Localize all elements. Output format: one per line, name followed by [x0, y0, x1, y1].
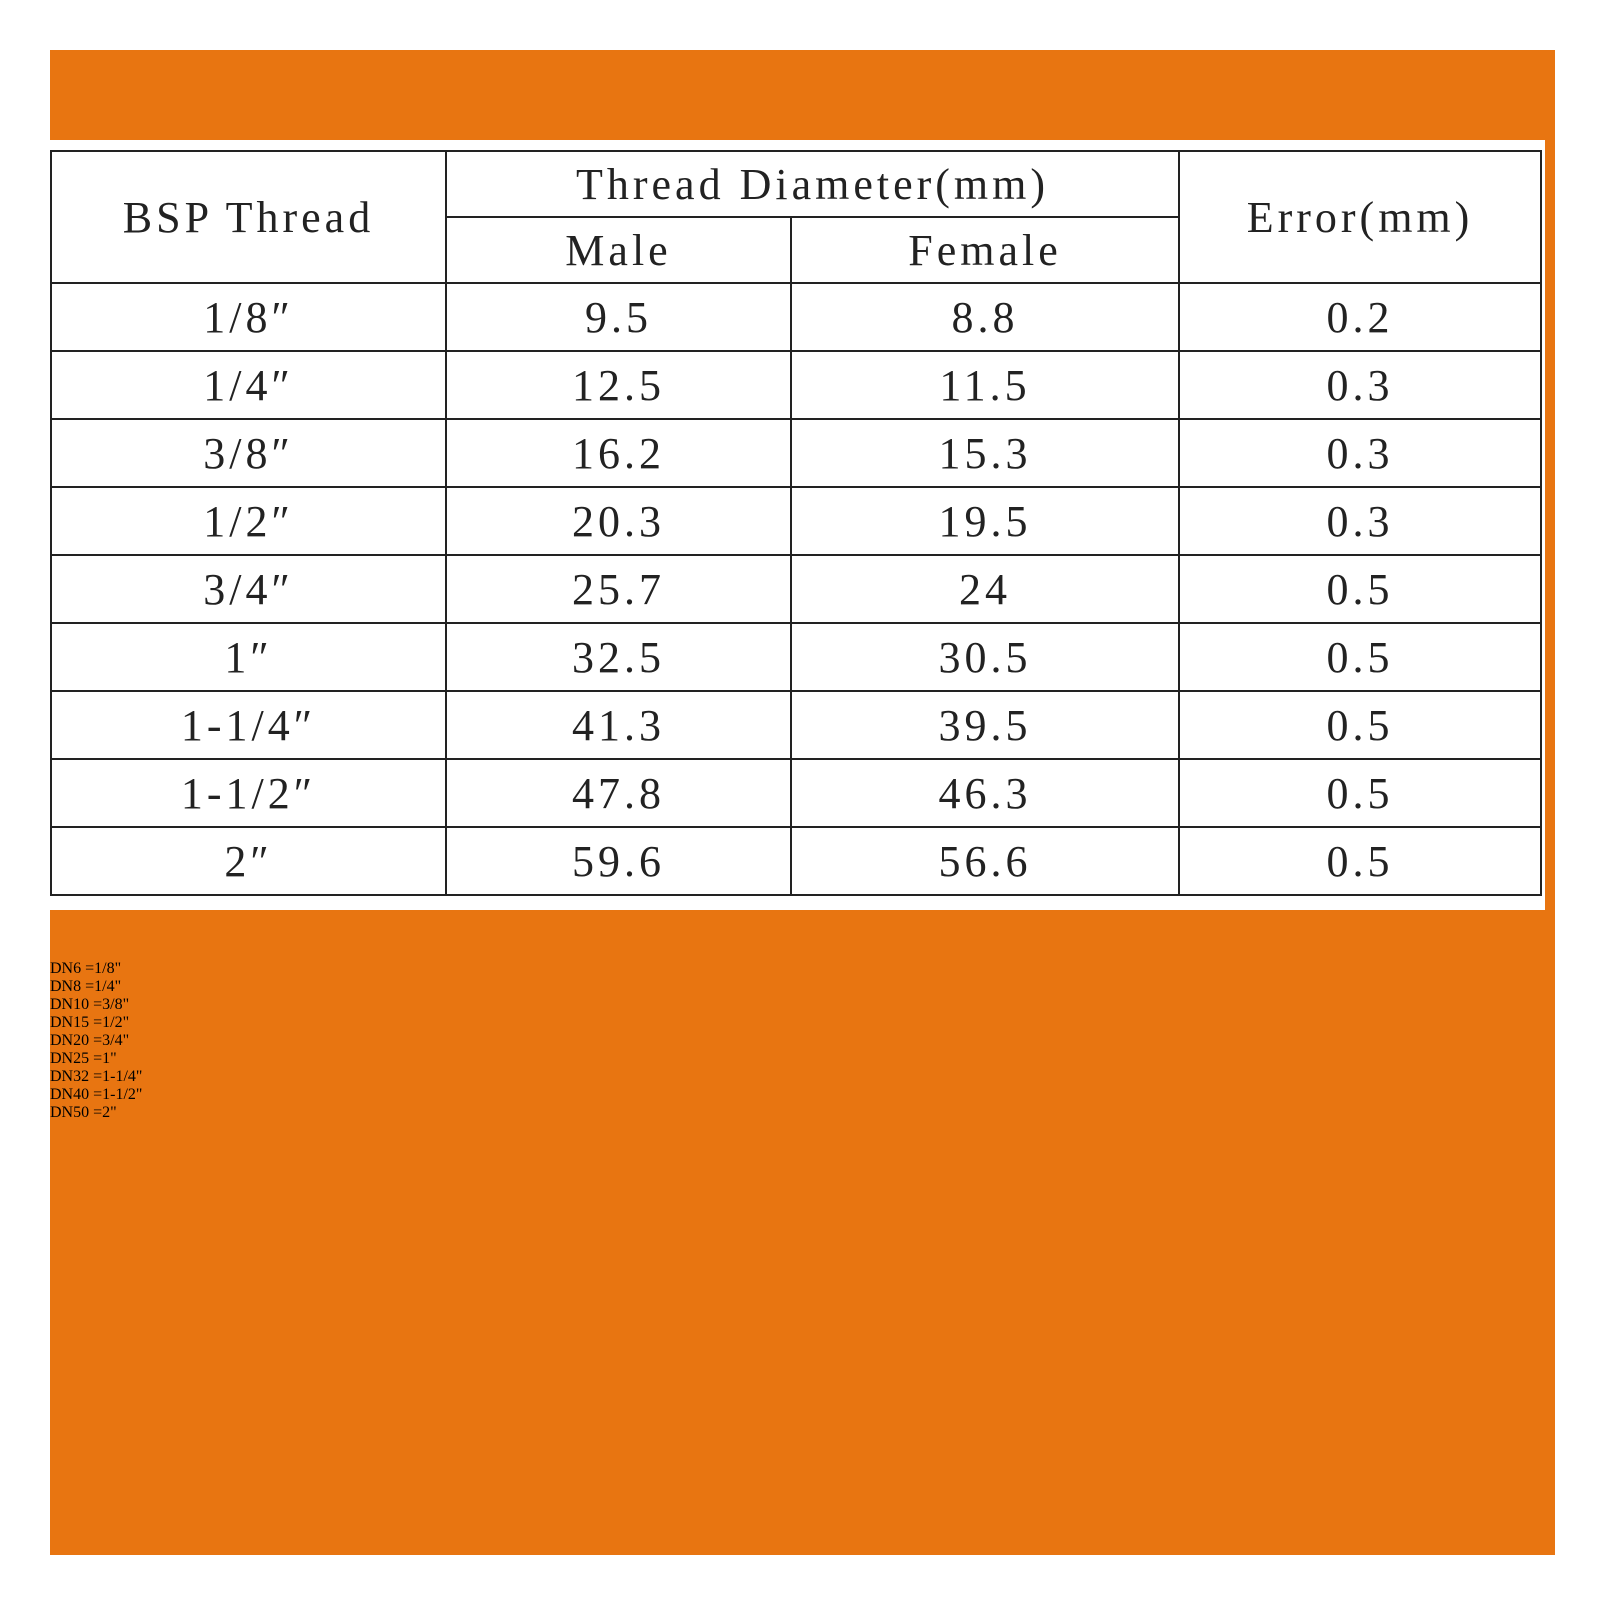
header-cell: Thread Diameter(mm): [445, 150, 1180, 218]
table-cell: 0.5: [1178, 826, 1542, 896]
table-cell: 11.5: [790, 350, 1180, 420]
table-cell: 1/8″: [50, 282, 447, 352]
table-cell: 1″: [50, 622, 447, 692]
table-row: 1-1/4″ 41.3 39.5 0.5: [50, 690, 1542, 760]
table-cell: 12.5: [445, 350, 792, 420]
table-cell: 0.5: [1178, 758, 1542, 828]
table-row: 1-1/2″ 47.8 46.3 0.5: [50, 758, 1542, 828]
table-row: 1/4″ 12.5 11.5 0.3: [50, 350, 1542, 420]
header-cell: Error(mm): [1178, 150, 1542, 284]
table-cell: 15.3: [790, 418, 1180, 488]
table-cell: 20.3: [445, 486, 792, 556]
table-cell: 56.6: [790, 826, 1180, 896]
table-body: 1/8″ 9.5 8.8 0.2 1/4″ 12.5 11.5 0.3 3/8″ 16.2 15.3…: [50, 282, 1542, 896]
dn-conversion: DN6 =1/8": [50, 960, 122, 977]
dn-conversion: DN10 =3/8": [50, 996, 130, 1013]
table-cell: 41.3: [445, 690, 792, 760]
dn-conversion: DN32 =1-1/4": [50, 1068, 143, 1085]
table-cell: 1-1/4″: [50, 690, 447, 760]
table-cell: 1/4″: [50, 350, 447, 420]
table-row: 1/2″ 20.3 19.5 0.3: [50, 486, 1542, 556]
dn-conversion: DN25 =1": [50, 1050, 117, 1067]
table-cell: 32.5: [445, 622, 792, 692]
table-cell: 3/4″: [50, 554, 447, 624]
table-cell: 0.5: [1178, 690, 1542, 760]
table-cell: 0.2: [1178, 282, 1542, 352]
table-cell: 16.2: [445, 418, 792, 488]
table-cell: 59.6: [445, 826, 792, 896]
table-row: 3/4″ 25.7 24 0.5: [50, 554, 1542, 624]
header-cell: BSP Thread: [50, 150, 447, 284]
table-cell: 3/8″: [50, 418, 447, 488]
table-cell: 2″: [50, 826, 447, 896]
table-row: 1/8″ 9.5 8.8 0.2: [50, 282, 1542, 352]
dn-conversion: DN8 =1/4": [50, 978, 122, 995]
table-cell: 19.5: [790, 486, 1180, 556]
dn-conversion: DN20 =3/4": [50, 1032, 130, 1049]
dn-conversion: DN50 =2": [50, 1104, 117, 1121]
table-cell: 0.3: [1178, 486, 1542, 556]
table-row: 2″ 59.6 56.6 0.5: [50, 826, 1542, 896]
table-cell: 39.5: [790, 690, 1180, 760]
table-cell: 30.5: [790, 622, 1180, 692]
table-cell: 1/2″: [50, 486, 447, 556]
table-cell: 0.3: [1178, 350, 1542, 420]
header-cell: Male: [445, 216, 792, 284]
table-cell: 47.8: [445, 758, 792, 828]
table-area: BSP Thread Thread Diameter(mm) Error(mm)…: [50, 140, 1545, 910]
table-cell: 0.5: [1178, 622, 1542, 692]
conversion-list: DN6 =1/8" DN8 =1/4" DN10 =3/8" DN15 =1/2" DN…: [50, 960, 1555, 1460]
table-cell: 24: [790, 554, 1180, 624]
table-cell: 25.7: [445, 554, 792, 624]
table-cell: 0.3: [1178, 418, 1542, 488]
table-cell: 0.5: [1178, 554, 1542, 624]
thread-table: BSP Thread Thread Diameter(mm) Error(mm)…: [50, 150, 1542, 896]
table-cell: 9.5: [445, 282, 792, 352]
table-cell: 1-1/2″: [50, 758, 447, 828]
table-cell: 46.3: [790, 758, 1180, 828]
dn-conversion: DN40 =1-1/2": [50, 1086, 143, 1103]
table-row: 1″ 32.5 30.5 0.5: [50, 622, 1542, 692]
dn-conversion: DN15 =1/2": [50, 1014, 130, 1031]
header-cell: Female: [790, 216, 1180, 284]
table-row: 3/8″ 16.2 15.3 0.3: [50, 418, 1542, 488]
table-cell: 8.8: [790, 282, 1180, 352]
